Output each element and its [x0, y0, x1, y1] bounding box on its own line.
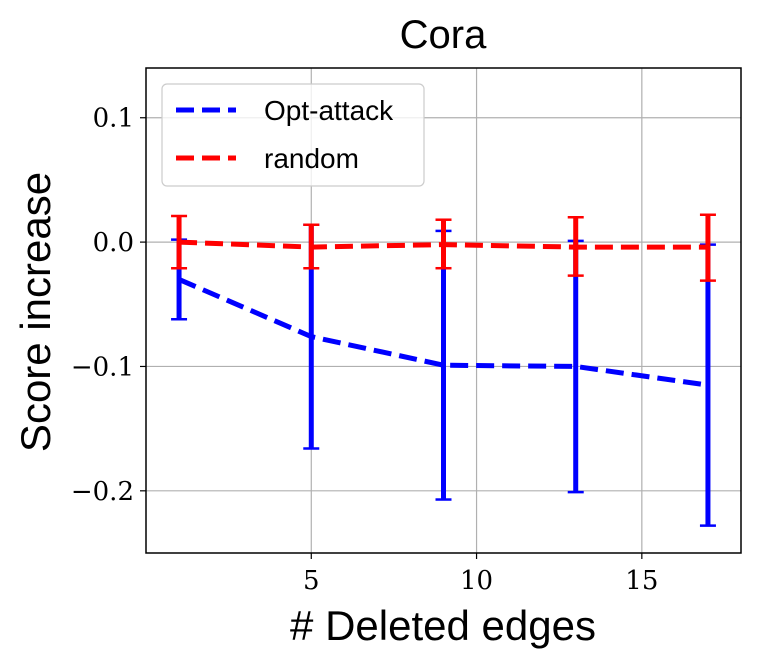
series-line: [178, 277, 709, 388]
chart-title: Cora: [400, 13, 487, 57]
y-tick-label: −0.1: [71, 352, 134, 382]
series-random: [171, 213, 716, 282]
series-layer: [171, 213, 716, 527]
legend-box: [161, 83, 425, 187]
y-tick-label: 0.0: [93, 228, 134, 258]
legend-label: random: [264, 143, 359, 174]
y-tick-label: −0.2: [71, 477, 134, 507]
legend: Opt-attack random: [161, 83, 425, 187]
x-axis-label: # Deleted edges: [290, 602, 596, 649]
x-tick-label: 15: [625, 566, 658, 596]
x-tick-label: 10: [460, 566, 493, 596]
plot-frame: [145, 67, 742, 554]
y-axis-label: Score increase: [12, 172, 59, 452]
series-opt-attack: [171, 223, 716, 527]
ticks: 5 10 15 0.1 0.0 −0.1 −0.2: [71, 104, 659, 596]
y-tick-label: 0.1: [93, 104, 134, 134]
x-tick-label: 5: [303, 566, 320, 596]
legend-label: Opt-attack: [264, 95, 394, 126]
